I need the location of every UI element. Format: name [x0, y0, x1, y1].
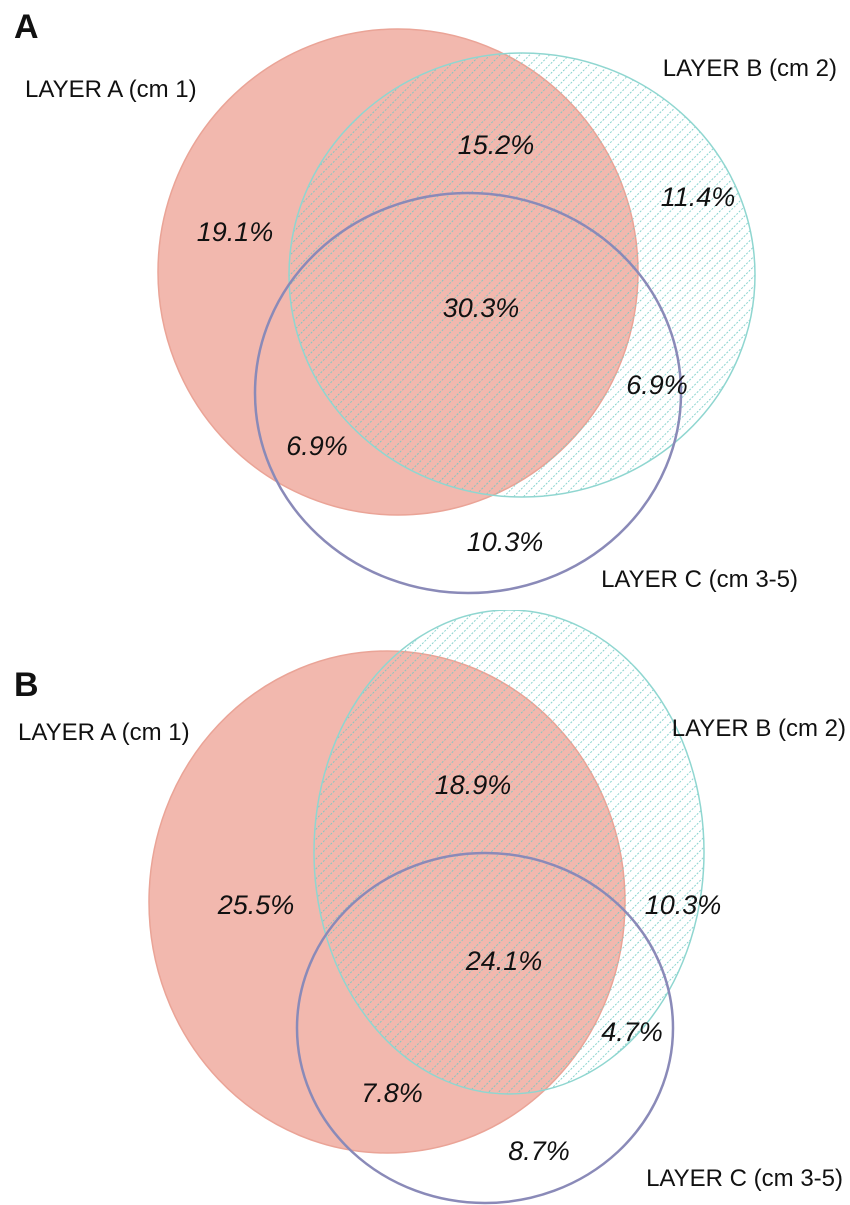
layer-c-label: LAYER C (cm 3-5)	[601, 566, 798, 593]
region-a-b: 18.9%	[435, 770, 512, 800]
region-a-only: 25.5%	[217, 890, 295, 920]
region-b-c: 4.7%	[601, 1017, 663, 1047]
layer-b-circle	[288, 52, 756, 498]
venn-diagram-b: B LAYER A (cm 1) LAYER B (cm 2) LAYER C …	[14, 610, 846, 1205]
region-a-c: 6.9%	[286, 431, 348, 461]
layer-c-label: LAYER C (cm 3-5)	[646, 1165, 843, 1192]
panel-letter: B	[14, 666, 39, 704]
region-a-b: 15.2%	[458, 130, 535, 160]
region-a-c: 7.8%	[361, 1078, 423, 1108]
region-b-only: 10.3%	[645, 890, 722, 920]
panel-letter: A	[14, 8, 39, 46]
layer-b-label: LAYER B (cm 2)	[663, 55, 837, 82]
layer-c-circle	[295, 851, 675, 1205]
region-c-only: 8.7%	[508, 1136, 570, 1166]
venn-diagram-a: A LAYER A (cm 1) LAYER B (cm 2) LAYER C …	[14, 8, 837, 595]
region-b-c: 6.9%	[626, 370, 688, 400]
layer-b-label: LAYER B (cm 2)	[672, 715, 846, 742]
layer-c-circle	[253, 191, 683, 595]
region-a-b-c: 30.3%	[443, 293, 520, 323]
venn-panel-a: A LAYER A (cm 1) LAYER B (cm 2) LAYER C …	[14, 8, 837, 595]
region-b-only: 11.4%	[661, 182, 736, 212]
layer-a-label: LAYER A (cm 1)	[25, 76, 197, 103]
venn-panel-b: B LAYER A (cm 1) LAYER B (cm 2) LAYER C …	[0, 610, 850, 1205]
layer-b-circle	[313, 610, 705, 1095]
region-c-only: 10.3%	[467, 527, 544, 557]
region-a-b-c: 24.1%	[465, 946, 543, 976]
layer-a-label: LAYER A (cm 1)	[18, 719, 190, 746]
region-a-only: 19.1%	[197, 217, 274, 247]
